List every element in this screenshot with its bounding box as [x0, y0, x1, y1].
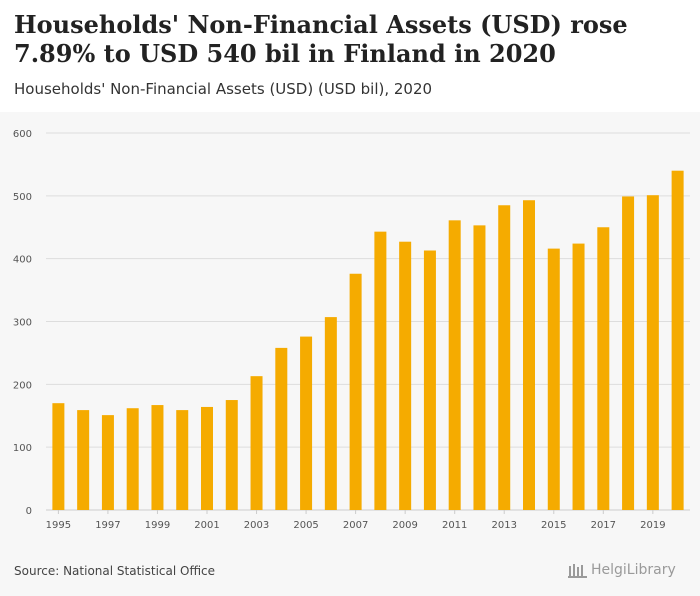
bar [498, 205, 511, 510]
x-tick-label: 2003 [244, 520, 269, 531]
bar [324, 317, 337, 510]
bar [671, 170, 684, 510]
x-tick-label: 2009 [392, 520, 417, 531]
bar [523, 200, 535, 510]
x-tick-label: 2007 [343, 520, 368, 531]
source-note: Source: National Statistical Office [14, 564, 216, 578]
bar-chart: 0 100 200 300 400 500 600 1995 1997 1999 2001 2003 2… [13, 129, 690, 531]
bar [275, 347, 288, 510]
header: Households' Non-Financial Assets (USD) r… [0, 0, 700, 112]
x-tick-label: 2005 [293, 520, 318, 531]
bar [176, 410, 189, 510]
bar [126, 408, 139, 510]
y-tick-label: 500 [13, 192, 32, 203]
x-tick-label: 2019 [640, 520, 665, 531]
brand-logo: HelgiLibrary [568, 562, 676, 578]
bar [201, 406, 213, 510]
bar [597, 227, 610, 510]
x-tick-label: 2001 [194, 520, 219, 531]
bar [250, 376, 263, 510]
x-tick-label: 2011 [442, 520, 467, 531]
bar [300, 336, 313, 510]
y-tick-label: 100 [13, 443, 32, 454]
bar [448, 220, 461, 511]
chart-area: 0 100 200 300 400 500 600 1995 1997 1999 2001 2003 2… [0, 112, 700, 596]
y-tick-label: 600 [13, 129, 32, 140]
brand-name: HelgiLibrary [591, 562, 676, 578]
bar [473, 225, 486, 510]
bar [349, 273, 362, 510]
x-tick-label: 2017 [591, 520, 616, 531]
x-tick-label: 1999 [145, 520, 170, 531]
y-tick-label: 400 [13, 255, 32, 266]
bar [374, 231, 387, 511]
y-tick-label: 300 [13, 318, 32, 329]
bar [52, 403, 65, 510]
y-tick-label: 0 [26, 506, 32, 517]
library-icon [568, 564, 587, 578]
bar [547, 248, 560, 510]
bar [151, 405, 164, 510]
bar [77, 410, 90, 510]
chart-title: Households' Non-Financial Assets (USD) r… [14, 10, 628, 68]
bar [423, 250, 436, 510]
x-tick-label: 2015 [541, 520, 566, 531]
bar [101, 415, 114, 510]
x-tick-label: 2013 [492, 520, 517, 531]
bar [572, 243, 585, 510]
bar [622, 196, 635, 510]
y-tick-label: 200 [13, 380, 32, 391]
x-tick-label: 1995 [46, 520, 71, 531]
bar [646, 195, 659, 510]
x-tick-label: 1997 [95, 520, 120, 531]
bar [225, 400, 238, 510]
bar [399, 241, 412, 510]
chart-subtitle: Households' Non-Financial Assets (USD) (… [14, 80, 433, 98]
